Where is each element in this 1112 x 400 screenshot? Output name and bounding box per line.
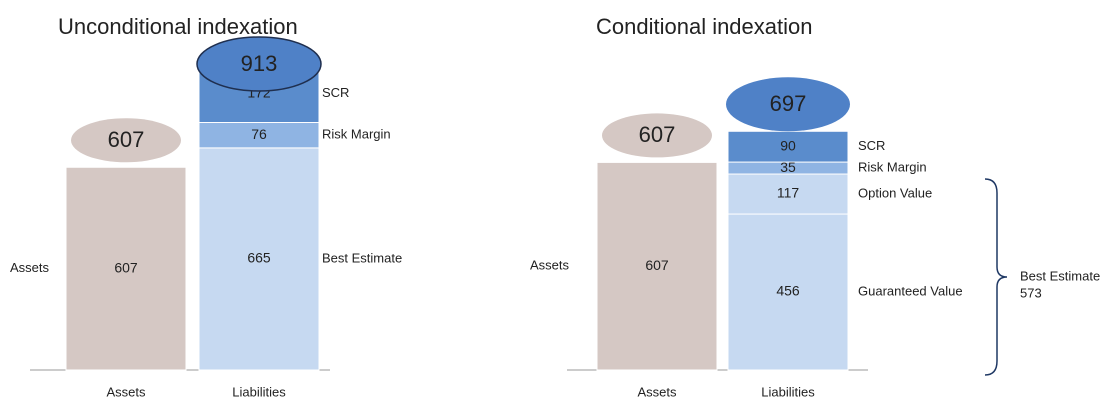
total-label: 607 [639, 122, 676, 147]
total-bubble [196, 36, 322, 92]
value-label: 607 [645, 257, 669, 273]
bar-segment [727, 173, 849, 215]
bar-segment [727, 213, 849, 371]
value-label: 456 [776, 283, 800, 299]
chart-title: Conditional indexation [596, 14, 813, 39]
total-bubble [726, 77, 850, 132]
x-tick-label: Assets [637, 384, 677, 399]
segment-label: Best Estimate [322, 250, 402, 265]
x-tick-label: Liabilities [761, 384, 815, 399]
segment-label: SCR [858, 138, 885, 153]
annotation-label: Best Estimate [1020, 268, 1100, 283]
value-label: 90 [780, 137, 796, 153]
segment-label: Assets [10, 260, 50, 275]
x-tick-label: Liabilities [232, 384, 286, 399]
x-tick-label: Assets [106, 384, 146, 399]
total-label: 697 [770, 91, 807, 116]
total-label: 913 [241, 51, 278, 76]
value-label: 665 [247, 250, 271, 266]
segment-label: Risk Margin [858, 159, 927, 174]
segment-label: Assets [530, 258, 570, 273]
brace [984, 178, 1008, 376]
segment-label: Option Value [858, 185, 932, 200]
value-label: 117 [777, 185, 800, 201]
bar-segment [65, 166, 187, 371]
segment-label: Risk Margin [322, 127, 391, 142]
bar-segment [198, 122, 320, 149]
total-label: 607 [108, 127, 145, 152]
chart-title: Unconditional indexation [58, 14, 298, 39]
total-bubble [71, 118, 181, 163]
segment-label: SCR [322, 85, 349, 100]
value-label: 76 [251, 126, 267, 142]
annotation-value: 573 [1020, 285, 1042, 300]
value-label: 607 [114, 259, 138, 275]
bar-segment [596, 161, 718, 371]
value-label: 35 [780, 159, 796, 175]
total-bubble [602, 113, 712, 158]
bar-segment [198, 147, 320, 371]
segment-label: Guaranteed Value [858, 283, 963, 298]
bar-segment [727, 130, 849, 163]
